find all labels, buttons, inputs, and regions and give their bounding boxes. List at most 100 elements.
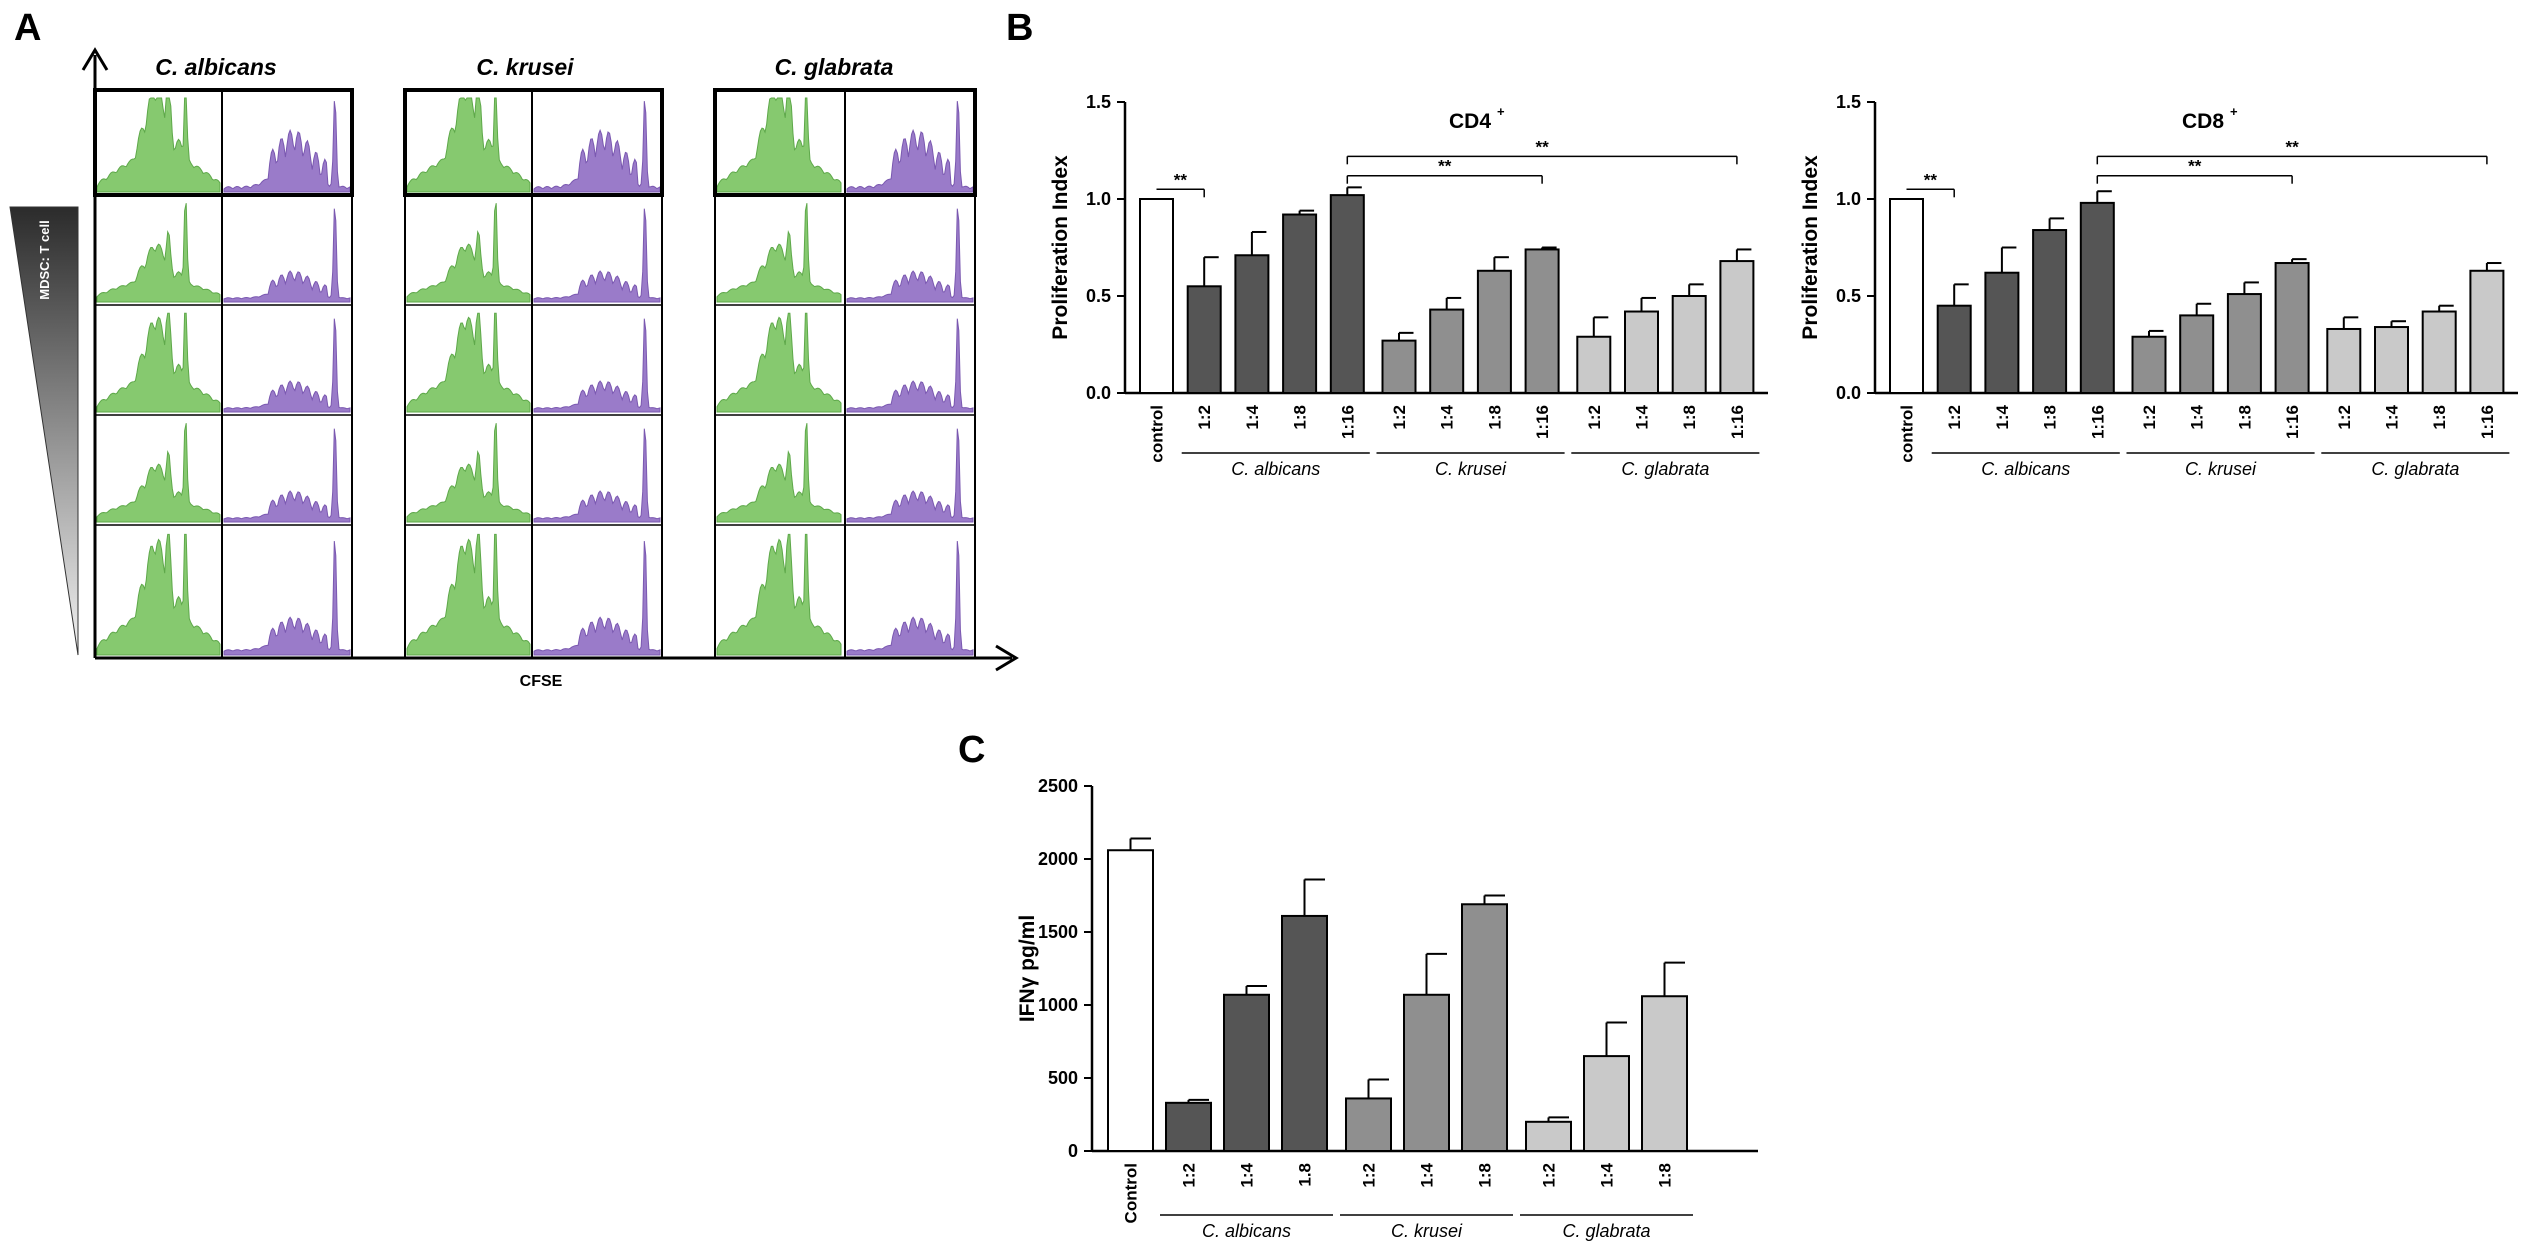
mdsc-ratio-wedge	[9, 206, 79, 656]
histogram-green	[96, 423, 221, 523]
y-tick-label: 0.5	[1086, 286, 1111, 306]
y-tick-label: 1.0	[1836, 189, 1861, 209]
x-tick-label: 1:16	[1533, 405, 1552, 439]
significance-label: **	[1924, 170, 1938, 189]
group-label: C. krusei	[1435, 459, 1507, 479]
histogram-green	[716, 423, 842, 523]
bar	[2179, 314, 2215, 394]
histogram-green	[716, 533, 842, 656]
y-tick-label: 0.0	[1836, 383, 1861, 403]
x-tick-label: 1:2	[1540, 1163, 1559, 1188]
bar	[1984, 271, 2020, 394]
x-tick-label: 1:2	[1945, 405, 1964, 430]
chart-cd4-proliferation: 0.0 0.5 1.0 1.5 Proliferation Index CD4 + contr…	[1049, 92, 1768, 479]
chart-title: CD8	[2182, 110, 2224, 133]
x-tick-label: 1:4	[1243, 404, 1262, 429]
histogram-green	[406, 203, 531, 303]
x-tick-label: 1:4	[1238, 1162, 1257, 1187]
histogram-grid	[93, 88, 977, 658]
chart-ifn-gamma: 0 500 1000 1500 2000 2500 IFNγ pg/ml Control 1:2…	[1016, 776, 1758, 1241]
histogram-green	[406, 533, 531, 656]
group-label: C. glabrata	[1562, 1221, 1650, 1241]
histogram-purple	[846, 101, 974, 193]
bar	[2274, 262, 2310, 394]
histogram-green	[716, 97, 842, 193]
histogram-green	[716, 312, 842, 413]
bar	[1429, 308, 1465, 394]
chart-title: CD4	[1449, 110, 1491, 133]
bar	[1671, 295, 1707, 394]
histogram-purple	[846, 208, 974, 303]
significance-label: **	[1535, 137, 1549, 156]
highlight-box	[403, 88, 664, 197]
group-label: C. glabrata	[2371, 459, 2459, 479]
histogram-green	[716, 203, 842, 303]
panel-label-a: A	[14, 7, 41, 49]
bar	[1624, 310, 1659, 394]
x-tick-label: 1:4	[1438, 404, 1457, 429]
bar	[2326, 327, 2362, 395]
histogram-purple	[533, 428, 661, 523]
bar	[2032, 229, 2068, 394]
x-tick-label: 1:16	[2088, 405, 2107, 439]
x-axis-label-cfse: CFSE	[520, 673, 563, 690]
significance-label: **	[2285, 137, 2299, 156]
y-tick-label: 500	[1048, 1068, 1078, 1088]
species-title-albicans: C. albicans	[155, 54, 276, 80]
y-axis-label: IFNγ pg/ml	[1016, 915, 1039, 1022]
bar	[1186, 285, 1222, 394]
x-tick-label: 1:2	[1180, 1163, 1199, 1188]
x-tick-label: 1:2	[2140, 405, 2159, 430]
bar	[1234, 254, 1270, 394]
group-label: C. albicans	[1202, 1221, 1291, 1241]
bar	[2131, 335, 2167, 394]
bar	[1345, 1097, 1392, 1152]
x-tick-label: 1:16	[2283, 405, 2302, 439]
y-tick-label: 1.0	[1086, 189, 1111, 209]
x-tick-label: 1:4	[1993, 404, 2012, 429]
significance-label: **	[1174, 170, 1188, 189]
histogram-purple	[846, 318, 974, 413]
x-tick-label: 1:4	[1418, 1162, 1437, 1187]
x-tick-label: 1:2	[1390, 405, 1409, 430]
histogram-purple	[533, 540, 661, 656]
histogram-purple	[533, 318, 661, 413]
x-tick-label: 1:2	[2335, 405, 2354, 430]
histogram-green	[406, 97, 531, 193]
x-tick-label: 1:2	[1195, 405, 1214, 430]
y-tick-label: 2500	[1038, 776, 1078, 796]
chart-title-superscript: +	[1497, 104, 1505, 119]
histogram-green	[96, 203, 221, 303]
panel-label-c: C	[958, 729, 985, 771]
x-tick-label: 1:2	[1585, 405, 1604, 430]
bar	[1576, 335, 1612, 394]
histogram-green	[96, 533, 221, 656]
bar	[1641, 995, 1688, 1152]
bar	[1281, 914, 1328, 1152]
histogram-green	[96, 312, 221, 413]
x-tick-label: 1:8	[2235, 405, 2254, 430]
group-label: C. krusei	[1391, 1221, 1463, 1241]
x-tick-label: Control	[1122, 1163, 1141, 1223]
x-tick-label: 1:8	[1476, 1163, 1495, 1188]
x-tick-label: 1:16	[1338, 405, 1357, 439]
x-tick-label: 1:4	[2383, 404, 2402, 429]
y-tick-label: 1000	[1038, 995, 1078, 1015]
x-tick-label: 1:16	[1728, 405, 1747, 439]
histogram-purple	[223, 428, 351, 523]
y-tick-label: 1.5	[1086, 92, 1111, 112]
bar	[1476, 269, 1512, 394]
histogram-purple	[533, 208, 661, 303]
y-axis-arrow-icon	[81, 47, 109, 71]
y-tick-label: 1.5	[1836, 92, 1861, 112]
bar	[1936, 304, 1972, 395]
y-tick-label: 0	[1068, 1141, 1078, 1161]
significance-label: **	[1438, 157, 1452, 176]
y-tick-label: 1500	[1038, 922, 1078, 942]
group-label: C. albicans	[1981, 459, 2070, 479]
y-tick-label: 2000	[1038, 849, 1078, 869]
x-tick-label: control	[1898, 405, 1917, 463]
bar	[1329, 194, 1365, 394]
y-tick-label: 0.0	[1086, 383, 1111, 403]
